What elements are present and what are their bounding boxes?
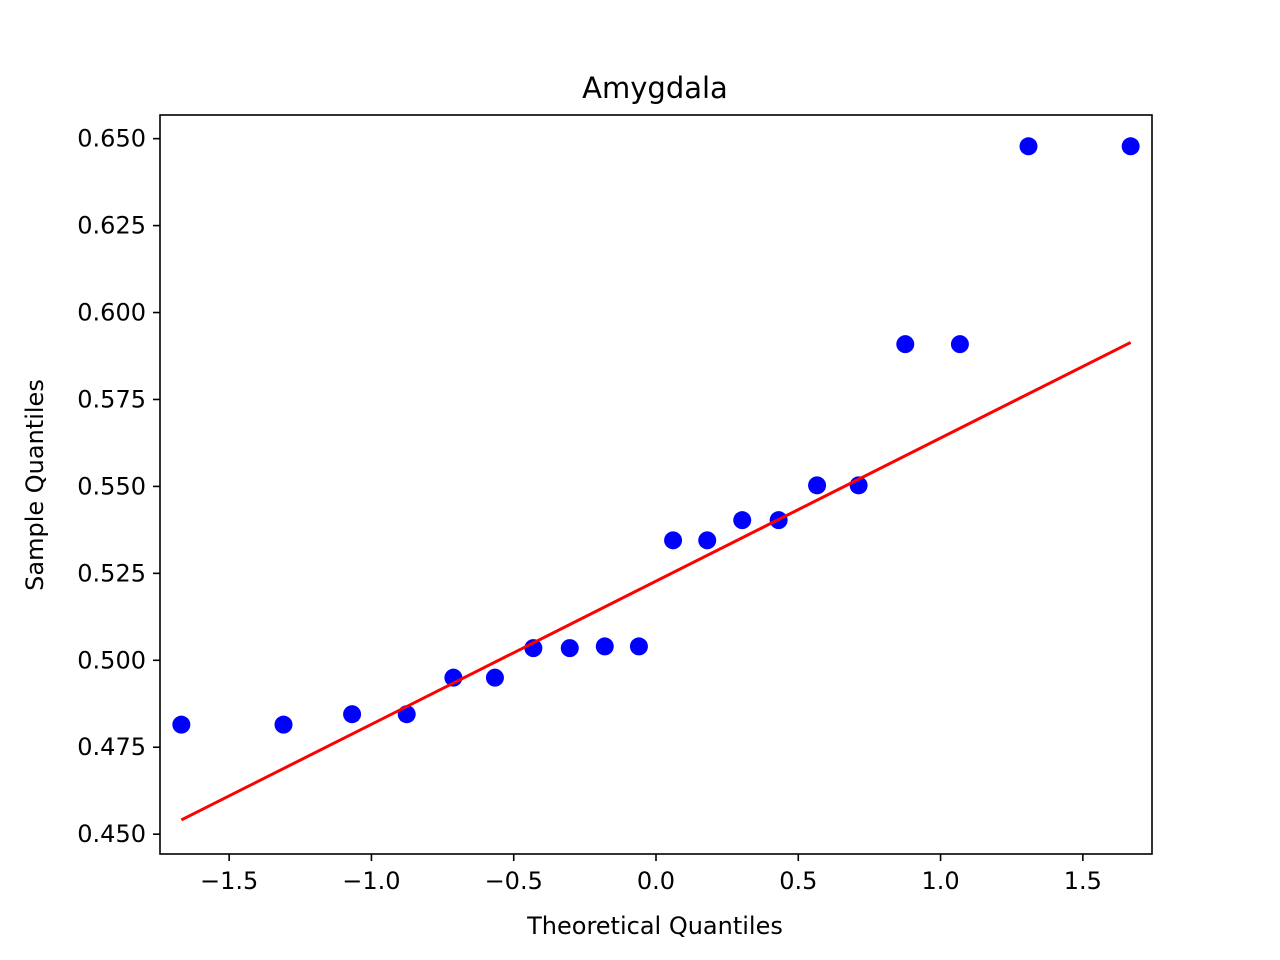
- y-axis-label: Sample Quantiles: [21, 379, 49, 591]
- data-point: [172, 715, 191, 734]
- plot-area: −1.5 −1.0 −0.5 0.0 0.5 1.0 1.5 0.450 0.475 0.500 0…: [77, 114, 1153, 895]
- data-point: [698, 531, 717, 550]
- data-point: [343, 705, 362, 724]
- data-point: [1121, 137, 1140, 156]
- axes-frame: [159, 114, 1153, 855]
- data-point: [595, 637, 614, 656]
- y-tick-label: 0.500: [77, 646, 146, 674]
- data-point: [560, 639, 579, 658]
- y-tick-label: 0.600: [77, 299, 146, 327]
- y-tick-label: 0.450: [77, 820, 146, 848]
- x-tick-label: −1.0: [342, 867, 400, 895]
- data-point: [485, 668, 504, 687]
- data-point: [664, 531, 683, 550]
- data-point: [808, 476, 827, 495]
- data-point: [733, 511, 752, 530]
- y-tick-label: 0.625: [77, 212, 146, 240]
- x-tick-label: −0.5: [485, 867, 543, 895]
- data-point: [896, 335, 915, 354]
- chart-title: Amygdala: [582, 71, 728, 105]
- y-tick-label: 0.575: [77, 385, 146, 413]
- data-point: [274, 715, 293, 734]
- x-tick-label: 1.0: [921, 867, 959, 895]
- x-tick-label: −1.5: [200, 867, 258, 895]
- data-point: [1019, 137, 1038, 156]
- y-tick-label: 0.550: [77, 472, 146, 500]
- x-tick-label: 0.5: [779, 867, 817, 895]
- x-tick-label: 1.5: [1064, 867, 1102, 895]
- y-tick-label: 0.525: [77, 559, 146, 587]
- data-point: [950, 335, 969, 354]
- data-point: [629, 637, 648, 656]
- y-tick-label: 0.650: [77, 125, 146, 153]
- reference-line: [180, 341, 1132, 822]
- x-tick-label: 0.0: [637, 867, 675, 895]
- y-tick-label: 0.475: [77, 733, 146, 761]
- x-axis-label: Theoretical Quantiles: [526, 912, 783, 940]
